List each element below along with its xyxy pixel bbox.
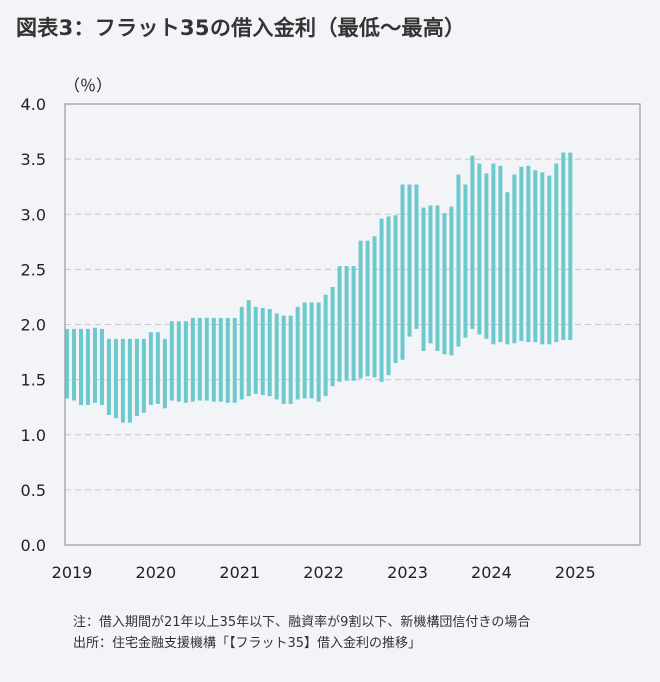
plot-area-border	[64, 103, 641, 546]
range-bar	[239, 306, 244, 400]
range-bar	[113, 338, 118, 419]
range-bar	[260, 307, 265, 396]
y-tick-label: 1.0	[21, 426, 46, 445]
range-bar	[365, 240, 370, 377]
range-bar	[477, 163, 482, 335]
range-bar	[533, 170, 538, 343]
chart-notes: 注：借入期間が21年以上35年以下、融資率が9割以下、新機構団信付きの場合 出所…	[73, 612, 530, 654]
y-tick-label: 2.0	[21, 316, 46, 335]
x-tick-label: 2022	[303, 563, 344, 582]
range-bar	[134, 338, 139, 417]
range-bar	[400, 184, 405, 360]
y-tick-label: 3.5	[21, 150, 46, 169]
range-bar	[281, 315, 286, 404]
range-bar	[218, 317, 223, 402]
chart-title: 図表3：フラット35の借入金利（最低〜最高）	[16, 16, 466, 40]
range-bar	[302, 302, 307, 399]
range-bar	[554, 163, 559, 343]
range-bar	[484, 173, 489, 339]
y-axis-unit-label: （％）	[64, 76, 113, 95]
range-bar	[505, 192, 510, 345]
range-bar	[512, 174, 517, 344]
range-bar	[393, 215, 398, 364]
range-bar	[344, 266, 349, 381]
range-bar	[428, 205, 433, 344]
x-tick-label: 2024	[471, 563, 512, 582]
range-bar	[568, 152, 573, 340]
range-bar	[337, 266, 342, 382]
range-bar	[330, 287, 335, 387]
y-tick-label: 1.5	[21, 371, 46, 390]
x-tick-label: 2023	[387, 563, 428, 582]
range-bar	[232, 317, 237, 403]
range-bar	[225, 317, 230, 403]
range-bar	[141, 338, 146, 413]
range-bar	[204, 317, 209, 401]
range-bar	[372, 236, 377, 378]
y-tick-label: 2.5	[21, 260, 46, 279]
range-bar	[442, 213, 447, 355]
y-tick-label: 3.0	[21, 205, 46, 224]
range-bar	[449, 206, 454, 356]
range-bar	[197, 317, 202, 401]
range-bar	[351, 266, 356, 381]
range-bar	[407, 184, 412, 337]
source-text: 出所：住宅金融支援機構「【フラット35】借入金利の推移」	[73, 636, 422, 651]
range-bar	[85, 328, 90, 405]
y-tick-label: 0.5	[21, 481, 46, 500]
range-bar	[295, 306, 300, 400]
range-bar	[498, 165, 503, 343]
y-tick-label: 4.0	[21, 95, 46, 114]
range-bar	[120, 338, 125, 423]
range-bar	[65, 328, 69, 399]
range-bar	[526, 165, 531, 343]
range-bar	[386, 216, 391, 376]
range-bar	[99, 328, 104, 405]
range-bar	[547, 175, 552, 345]
y-tick-label: 0.0	[21, 536, 46, 555]
range-bar	[323, 294, 328, 397]
range-bar	[169, 321, 174, 401]
x-tick-label: 2020	[136, 563, 177, 582]
range-bar	[211, 317, 216, 402]
note-text: 注：借入期間が21年以上35年以下、融資率が9割以下、新機構団信付きの場合	[73, 615, 531, 630]
range-bar	[162, 338, 167, 409]
range-bar	[148, 332, 153, 405]
range-bar	[358, 240, 363, 379]
range-bar	[435, 205, 440, 351]
range-bar	[463, 184, 468, 338]
range-bar	[267, 309, 272, 397]
range-bar	[540, 172, 545, 345]
range-bar	[561, 152, 566, 340]
range-bar	[190, 317, 195, 402]
range-bar	[176, 321, 181, 402]
x-tick-label: 2019	[52, 563, 93, 582]
range-bar	[274, 313, 279, 400]
range-bar	[421, 207, 426, 351]
range-bar	[379, 218, 384, 382]
range-bar	[470, 155, 475, 329]
range-bar	[127, 338, 132, 423]
range-bar	[106, 338, 111, 415]
range-bar	[253, 306, 258, 394]
range-bar	[71, 328, 76, 401]
range-bar	[183, 321, 188, 403]
x-tick-label: 2025	[555, 563, 596, 582]
range-bar	[78, 328, 83, 405]
range-bar	[519, 166, 524, 342]
range-bar	[92, 327, 97, 403]
range-bar	[456, 174, 461, 347]
range-bar	[491, 163, 496, 345]
range-bar	[316, 302, 321, 402]
x-tick-label: 2021	[219, 563, 260, 582]
range-bar	[246, 300, 251, 397]
range-bar	[155, 332, 160, 404]
range-bar	[414, 184, 419, 329]
range-bar	[288, 315, 293, 404]
range-bar	[309, 302, 314, 399]
